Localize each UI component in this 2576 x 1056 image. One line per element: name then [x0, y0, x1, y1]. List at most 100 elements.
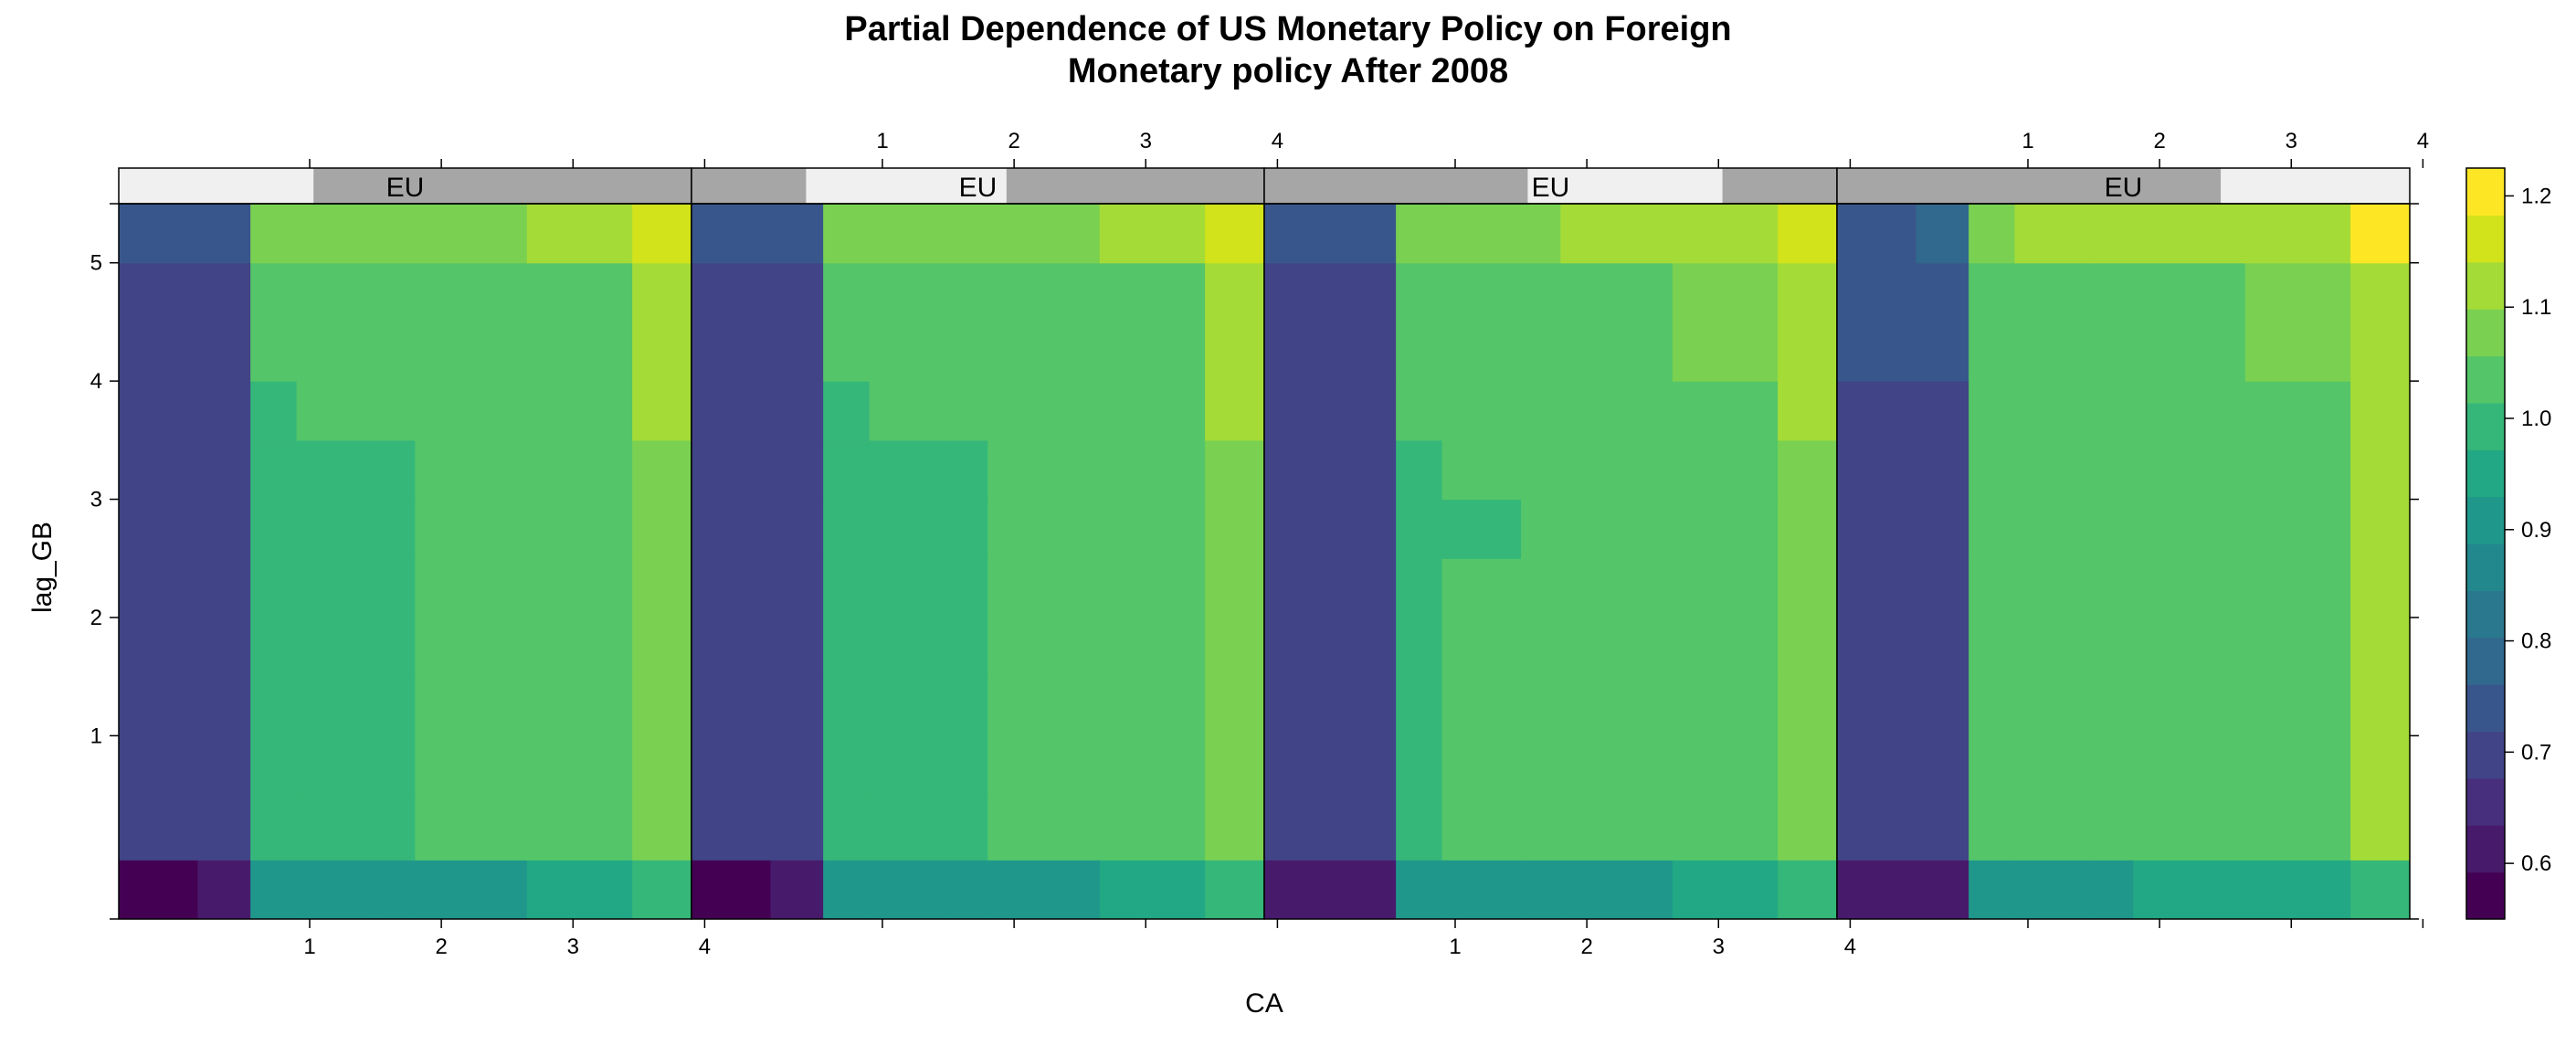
heatmap-cell — [2133, 381, 2246, 441]
heatmap-cell — [1521, 860, 1561, 920]
heatmap-cell — [869, 676, 949, 796]
x-tick-label-top: 3 — [1140, 129, 1152, 153]
heatmap-cell — [869, 262, 949, 382]
colorbar-segment — [2466, 684, 2505, 733]
heatmap-cell — [1441, 381, 1522, 441]
heatmap-cell — [1396, 676, 1443, 796]
chart-title-line-2: Monetary policy After 2008 — [1068, 52, 1508, 90]
heatmap-cell — [948, 204, 988, 264]
heatmap-cell — [1264, 676, 1345, 796]
heatmap-cell — [250, 860, 298, 920]
heatmap-cell — [1099, 204, 1206, 264]
heatmap-cell — [2133, 558, 2246, 678]
colorbar-border — [2465, 167, 2506, 920]
heatmap-cell — [2094, 558, 2134, 678]
heatmap-cell — [823, 439, 871, 501]
heatmap-cell — [869, 795, 949, 861]
heatmap-cell — [375, 795, 416, 861]
heatmap-cell — [1560, 795, 1673, 861]
heatmap-cell — [1916, 262, 1969, 382]
heatmap-cell — [823, 262, 871, 382]
heatmap-cell — [415, 499, 528, 559]
heatmap-cell — [1521, 499, 1561, 559]
heatmap-cell — [1441, 676, 1522, 796]
heatmap-cell — [632, 262, 692, 382]
heatmap-cell — [692, 795, 772, 861]
heatmap-cell — [1521, 676, 1561, 796]
heatmap-cell — [1916, 381, 1969, 441]
colorbar-segment — [2466, 355, 2505, 404]
heatmap-cell — [2133, 860, 2246, 920]
y-axis: 1 2 3 4 5 — [90, 203, 2419, 920]
colorbar-segment — [2466, 731, 2505, 779]
heatmap-cell — [948, 558, 988, 678]
colorbar-segment — [2466, 215, 2505, 263]
colorbar-segment — [2466, 637, 2505, 685]
heatmap-cell — [119, 860, 199, 920]
heatmap-cell — [1264, 262, 1345, 382]
heatmap-cell — [1343, 558, 1397, 678]
y-tick-label: 2 — [90, 606, 102, 630]
heatmap-cell — [770, 795, 824, 861]
heatmap-cell — [1343, 381, 1397, 441]
heatmap-cell — [2133, 204, 2246, 264]
heatmap-cell — [296, 381, 376, 441]
heatmap-cell — [2350, 860, 2411, 920]
heatmap-cell — [987, 558, 1101, 678]
heatmap-cell — [1521, 439, 1561, 501]
heatmap-cell — [296, 499, 376, 559]
heatmap-cell — [1837, 439, 1917, 501]
heatmap-cell — [415, 795, 528, 861]
heatmap-cell — [119, 262, 199, 382]
heatmap-cell — [1916, 499, 1969, 559]
heatmap-cell — [1916, 860, 1969, 920]
heatmap-cell — [1778, 439, 1838, 501]
heatmap-cell — [2014, 262, 2095, 382]
x-tick-label-top: 4 — [1272, 129, 1283, 153]
heatmap-cell — [1205, 558, 1265, 678]
heatmap-cell — [948, 795, 988, 861]
heatmap-cell — [1264, 204, 1345, 264]
chart-title-line-1: Partial Dependence of US Monetary Policy… — [844, 10, 1731, 48]
heatmap-cell — [823, 558, 871, 678]
heatmap-cell — [2350, 499, 2411, 559]
heatmap-cell — [1560, 439, 1673, 501]
heatmap-cell — [1343, 439, 1397, 501]
panel-1: EU 1 2 3 4 — [118, 159, 711, 959]
heatmap-cell — [375, 499, 416, 559]
heatmap-cell — [526, 439, 633, 501]
heatmap-cell — [1969, 499, 2016, 559]
heatmap-cell — [375, 262, 416, 382]
heatmap-cell — [1396, 204, 1443, 264]
heatmap-cell — [692, 204, 772, 264]
heatmap-cell — [526, 204, 633, 264]
heatmap-cell — [1672, 676, 1779, 796]
heatmap-cell — [1521, 204, 1561, 264]
heatmap-cell — [770, 262, 824, 382]
heatmap-cell — [1837, 558, 1917, 678]
heatmap-cell — [1969, 381, 2016, 441]
heatmap-cell — [1441, 558, 1522, 678]
heatmap-cell — [1969, 860, 2016, 920]
heatmap-cell — [2014, 499, 2095, 559]
heatmap-cell — [1441, 204, 1522, 264]
heatmap-cell — [1521, 262, 1561, 382]
heatmap-cell — [296, 860, 376, 920]
heatmap-cell — [375, 860, 416, 920]
heatmap-cell — [375, 439, 416, 501]
heatmap-cell — [1264, 439, 1345, 501]
heatmap-cell — [1205, 262, 1265, 382]
heatmap-cell — [2244, 558, 2351, 678]
heatmap-cell — [632, 795, 692, 861]
heatmap-cell — [2133, 439, 2246, 501]
heatmap-cell — [1837, 262, 1917, 382]
heatmap-cell — [197, 795, 251, 861]
heatmap-cell — [197, 381, 251, 441]
heatmap-cell — [2350, 439, 2411, 501]
heatmap-cell — [1205, 860, 1265, 920]
x-tick-label: 3 — [1713, 935, 1725, 959]
heatmap-cell — [1837, 860, 1917, 920]
heatmap-cell — [1343, 676, 1397, 796]
heatmap-cell — [2133, 795, 2246, 861]
heatmap-cell — [1560, 262, 1673, 382]
